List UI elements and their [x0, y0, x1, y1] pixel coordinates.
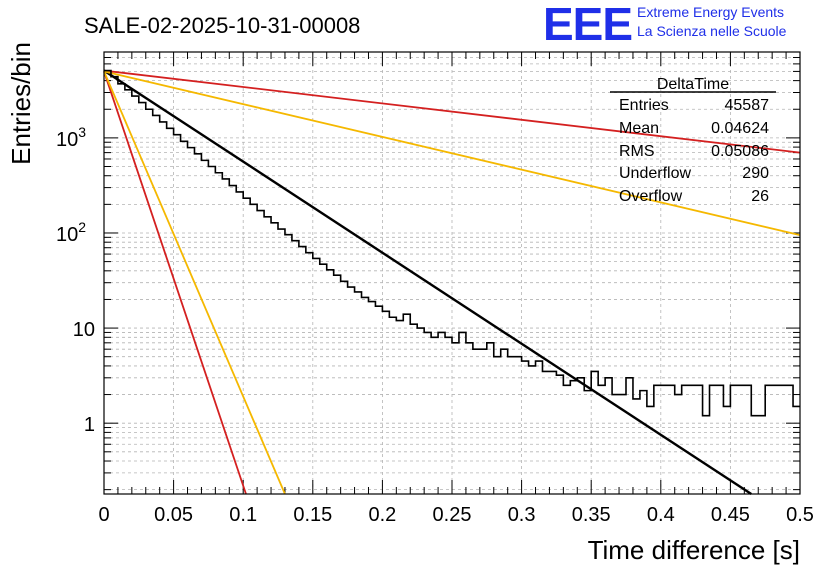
stats-label-overflow: Overflow: [619, 188, 683, 205]
x-tick-label: 0.05: [154, 504, 193, 526]
x-tick-label: 0.25: [433, 504, 472, 526]
plot-title: SALE-02-2025-10-31-00008: [84, 13, 360, 38]
eee-logo: EEE Extreme Energy Events La Scienza nel…: [543, 0, 786, 50]
histogram: [104, 69, 800, 417]
stats-label-mean: Mean: [619, 120, 659, 137]
x-tick-label: 0.4: [647, 504, 675, 526]
y-tick-label: 10: [73, 319, 95, 341]
fit-line-fit: [103, 69, 752, 496]
fit-curves: [103, 69, 801, 496]
histogram-step-line: [104, 69, 800, 417]
x-tick-label: 0.45: [711, 504, 750, 526]
fit-line-yellow-slow: [103, 70, 801, 236]
y-tick-label: 1: [84, 414, 95, 436]
fit-line-red-steep: [103, 71, 247, 495]
stats-value-mean: 0.04624: [711, 120, 769, 137]
stats-value-overflow: 26: [751, 188, 769, 205]
eee-logo-mark: EEE: [543, 0, 633, 50]
y-tick-label: 103: [56, 124, 86, 151]
x-tick-labels: 0 0.05 0.1 0.15 0.2 0.25 0.3 0.35 0.4 0.45 0.5: [98, 504, 813, 526]
stats-title: DeltaTime: [657, 76, 729, 93]
x-tick-label: 0.15: [293, 504, 332, 526]
x-axis-label: Time difference [s]: [588, 535, 800, 565]
x-tick-label: 0: [98, 504, 109, 526]
fit-line-red-slow: [103, 69, 801, 154]
stats-value-rms: 0.05086: [711, 143, 769, 160]
grid-lines: [104, 51, 800, 494]
stats-label-entries: Entries: [619, 97, 669, 114]
eee-logo-text: Extreme Energy Events La Scienza nelle S…: [637, 3, 786, 41]
x-tick-label: 0.1: [229, 504, 257, 526]
plot-frame: [103, 51, 801, 495]
logo-line-1: Extreme Energy Events: [637, 4, 785, 20]
stats-value-underflow: 290: [742, 165, 769, 182]
x-tick-label: 0.35: [572, 504, 611, 526]
x-tick-label: 0.3: [508, 504, 536, 526]
y-tick-label: 102: [56, 219, 86, 246]
stats-label-rms: RMS: [619, 143, 655, 160]
stats-value-entries: 45587: [725, 97, 770, 114]
x-tick-label: 0.5: [786, 504, 814, 526]
stats-box-background: [610, 74, 776, 206]
y-axis-label: Entries/bin: [6, 42, 36, 165]
x-tick-label: 0.2: [368, 504, 396, 526]
stats-label-underflow: Underflow: [619, 165, 691, 182]
stats-box: DeltaTime Entries 45587 Mean 0.04624 RMS…: [610, 74, 776, 206]
fit-line-yellow-steep: [103, 71, 286, 495]
axis-ticks: [103, 51, 801, 494]
logo-line-2: La Scienza nelle Scuole: [637, 23, 787, 39]
y-tick-labels: 1 10 102 103: [56, 124, 95, 436]
